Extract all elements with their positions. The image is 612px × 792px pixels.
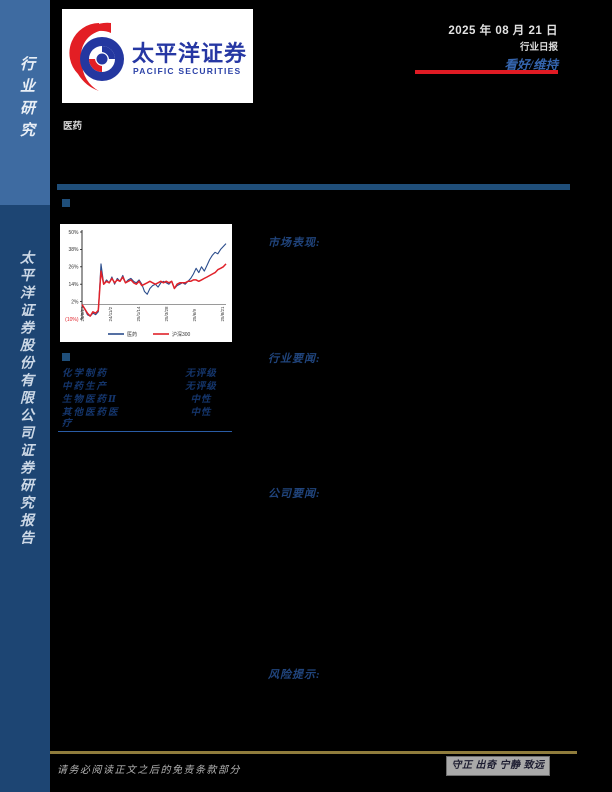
bullet-square-icon <box>62 353 70 361</box>
sub-industry-rating: 中性 <box>190 408 212 418</box>
sidebar-company-label: 太平洋证券股份有限公司证券研究报告 <box>18 250 33 548</box>
logo-en-text: PACIFIC SECURITIES <box>133 66 242 76</box>
header-red-rule <box>415 70 558 74</box>
market-performance-chart: 50% 38% 26% 14% 2% (10%) 24/8/21 24/11/2 25/1/14… <box>60 224 232 342</box>
report-type: 行业日报 <box>519 42 558 53</box>
svg-text:24/8/21: 24/8/21 <box>80 306 85 322</box>
section-heading-industry-news: 行业要闻: <box>268 353 321 365</box>
bullet-square-icon <box>62 199 70 207</box>
logo-box: 太平洋证券 PACIFIC SECURITIES <box>62 9 253 103</box>
section-heading-market: 市场表现: <box>268 237 321 249</box>
svg-text:2%: 2% <box>71 299 79 305</box>
logo-cn-text: 太平洋证券 <box>132 41 248 66</box>
svg-text:25/6/9: 25/6/9 <box>192 308 197 321</box>
report-date: 2025 年 08 月 21 日 <box>448 25 558 37</box>
section-divider-bar <box>57 184 570 190</box>
sub-industry-name: 其他医药医疗 <box>62 408 120 429</box>
pacific-securities-logo-icon <box>69 22 124 92</box>
svg-text:25/8/21: 25/8/21 <box>220 306 225 322</box>
sub-industry-name: 化学制药 <box>62 369 109 379</box>
sidebar-bottom-panel <box>0 205 50 792</box>
sub-industry-rating: 中性 <box>190 395 212 405</box>
ratings-table-row: 其他医药医疗 中性 <box>62 408 232 430</box>
svg-text:(10%): (10%) <box>65 317 79 323</box>
ratings-table-rule <box>58 431 232 432</box>
section-heading-risk: 风险提示: <box>268 669 321 681</box>
svg-text:38%: 38% <box>68 247 79 253</box>
svg-text:25/1/14: 25/1/14 <box>136 306 141 322</box>
sub-industry-rating: 无评级 <box>185 369 217 379</box>
svg-text:25/3/28: 25/3/28 <box>164 306 169 322</box>
svg-text:24/11/2: 24/11/2 <box>108 306 113 321</box>
footer-gold-rule <box>50 751 577 754</box>
svg-text:50%: 50% <box>68 230 79 236</box>
industry-name-label: 医药 <box>63 121 83 132</box>
line-chart-canvas: 50% 38% 26% 14% 2% (10%) 24/8/21 24/11/2 25/1/14… <box>65 230 227 338</box>
industry-rating: 看好/维持 <box>504 58 558 72</box>
sub-industry-ratings-table: 化学制药 无评级 中药生产 无评级 生物医药Ⅱ 中性 其他医药医疗 中性 <box>62 369 232 432</box>
sidebar-category-label: 行业研究 <box>18 56 34 144</box>
svg-text:26%: 26% <box>68 265 79 271</box>
ratings-table-row: 中药生产 无评级 <box>62 382 232 393</box>
footer-motto-box: 守正 出奇 宁静 致远 <box>446 756 550 776</box>
svg-text:医药: 医药 <box>127 331 137 338</box>
section-heading-company-news: 公司要闻: <box>268 488 321 500</box>
ratings-table-row: 生物医药Ⅱ 中性 <box>62 395 232 406</box>
footer-disclaimer-text: 请务必阅读正文之后的免责条款部分 <box>57 765 241 776</box>
sidebar-top-panel <box>0 0 50 205</box>
sub-industry-name: 中药生产 <box>62 382 109 392</box>
ratings-table-row: 化学制药 无评级 <box>62 369 232 380</box>
svg-text:14%: 14% <box>68 282 79 288</box>
sub-industry-name: 生物医药Ⅱ <box>62 395 119 405</box>
svg-text:沪深300: 沪深300 <box>172 331 191 338</box>
sub-industry-rating: 无评级 <box>185 382 217 392</box>
